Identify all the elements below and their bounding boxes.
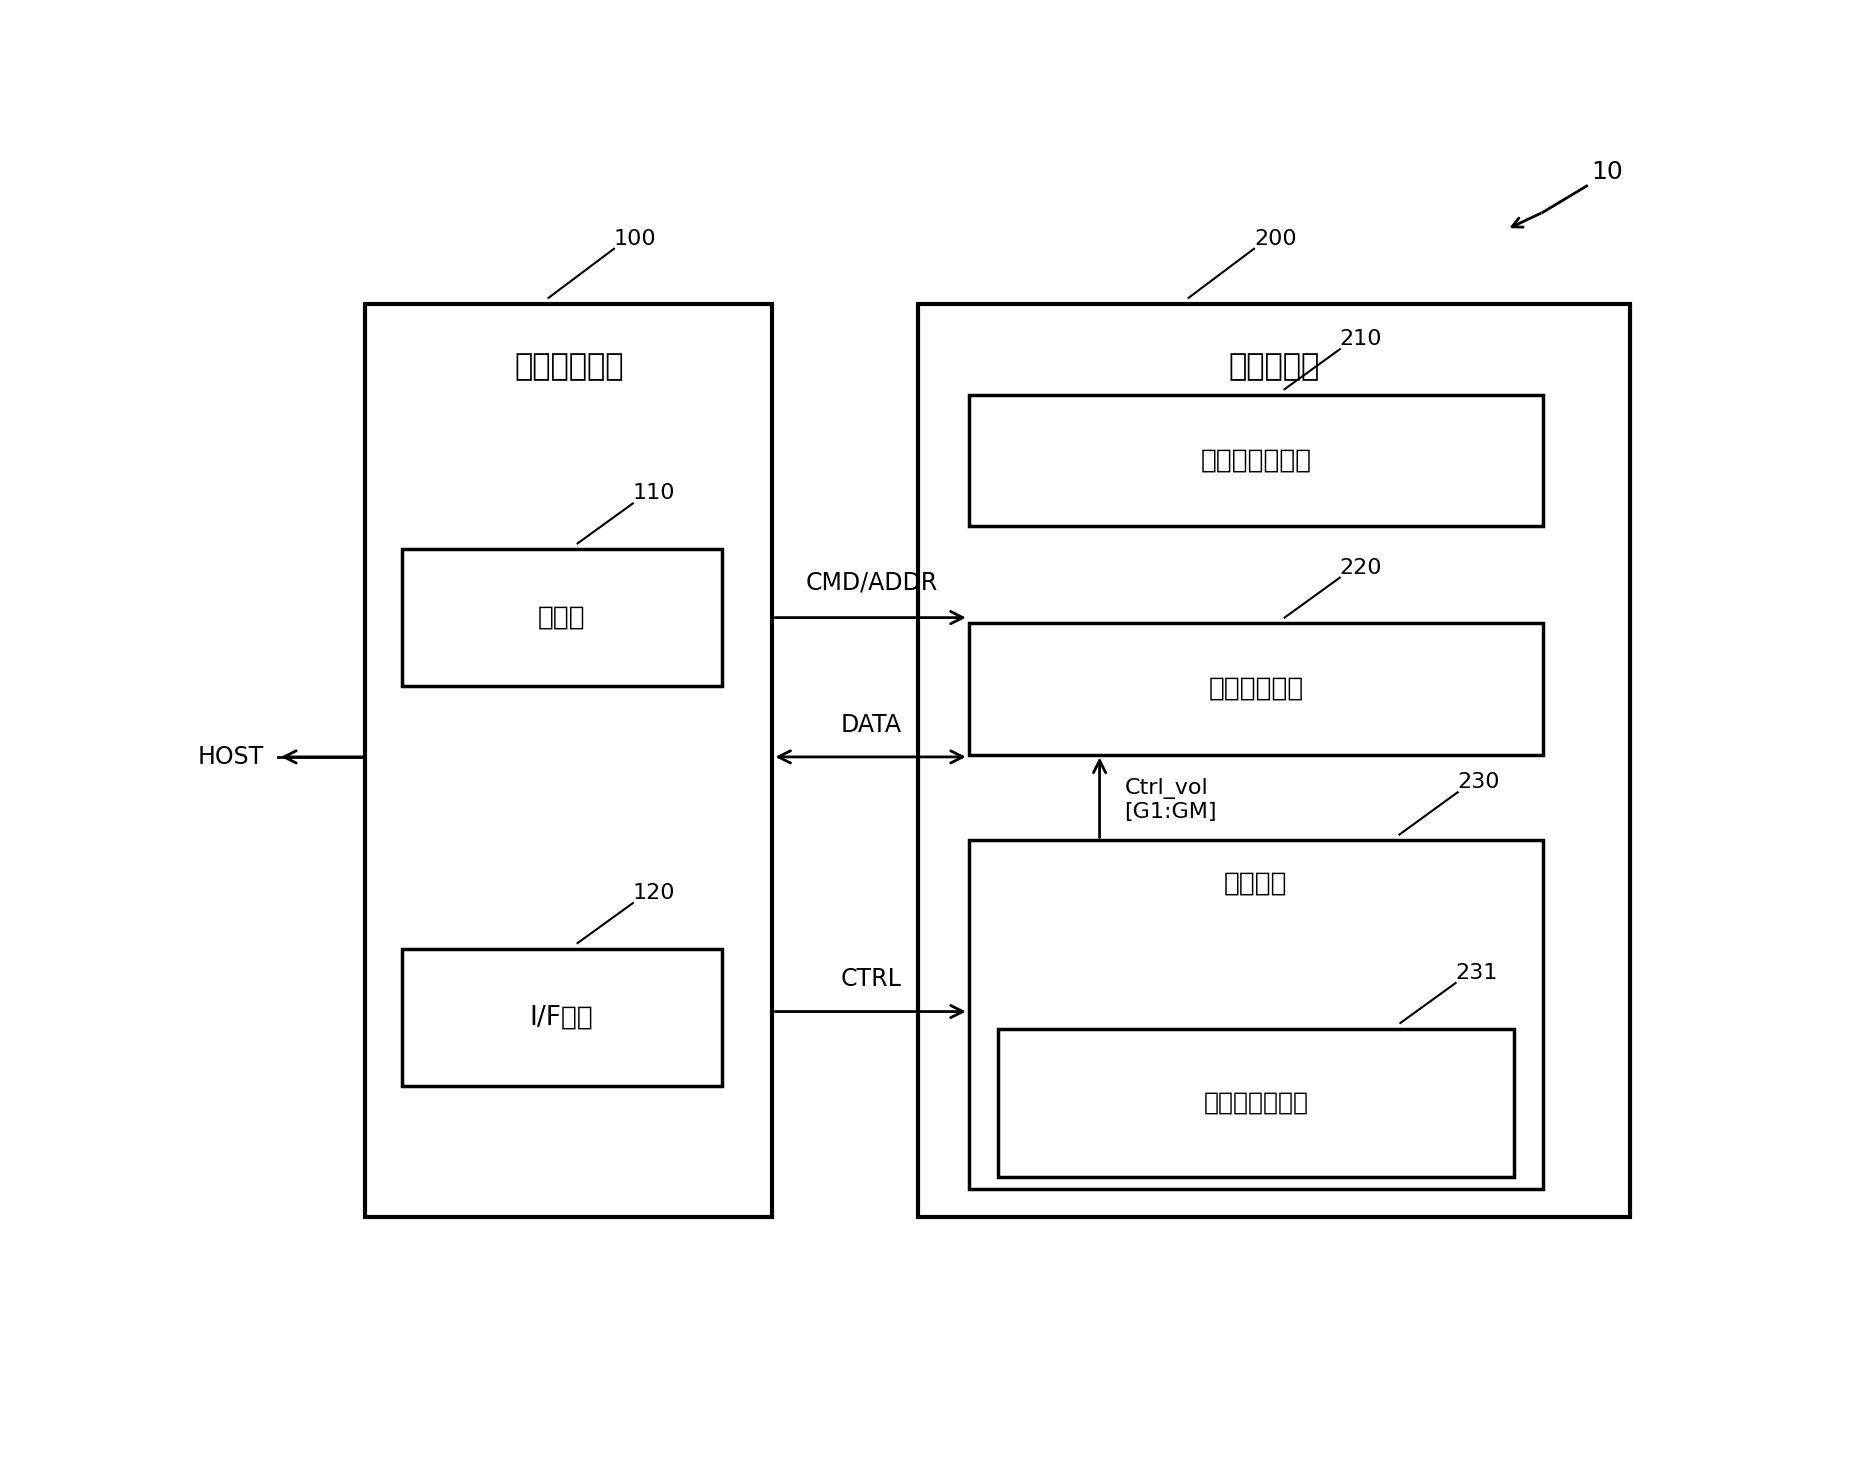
Text: 110: 110: [632, 483, 675, 503]
Text: DATA: DATA: [840, 713, 902, 737]
Text: 存储器设备: 存储器设备: [1229, 351, 1319, 381]
Text: 100: 100: [613, 228, 657, 249]
Bar: [917, 304, 1630, 1218]
Bar: [366, 304, 773, 1218]
Text: 电压斜率控制器: 电压斜率控制器: [1203, 1091, 1308, 1115]
Text: CMD/ADDR: CMD/ADDR: [805, 571, 938, 595]
Text: 231: 231: [1456, 962, 1499, 983]
Bar: [968, 394, 1542, 526]
Text: 210: 210: [1339, 329, 1383, 350]
Text: 处理器: 处理器: [538, 605, 585, 630]
Text: 200: 200: [1253, 228, 1296, 249]
Text: 10: 10: [1591, 160, 1623, 184]
Bar: [968, 623, 1542, 755]
Text: 控制逻辑: 控制逻辑: [1225, 871, 1287, 897]
Bar: [968, 841, 1542, 1188]
Text: 230: 230: [1458, 773, 1501, 792]
Text: 电压产生电路: 电压产生电路: [1208, 676, 1304, 701]
Text: 存储器单元阵列: 存储器单元阵列: [1201, 448, 1311, 473]
Bar: [401, 549, 722, 687]
Bar: [998, 1029, 1514, 1178]
Text: 220: 220: [1339, 558, 1383, 577]
Text: I/F电路: I/F电路: [529, 1004, 593, 1031]
Bar: [401, 949, 722, 1086]
Text: 120: 120: [632, 882, 675, 903]
Text: CTRL: CTRL: [840, 967, 902, 991]
Text: Ctrl_vol
[G1:GM]: Ctrl_vol [G1:GM]: [1124, 779, 1218, 823]
Text: HOST: HOST: [197, 744, 263, 768]
Text: 存储器控制器: 存储器控制器: [514, 351, 623, 381]
